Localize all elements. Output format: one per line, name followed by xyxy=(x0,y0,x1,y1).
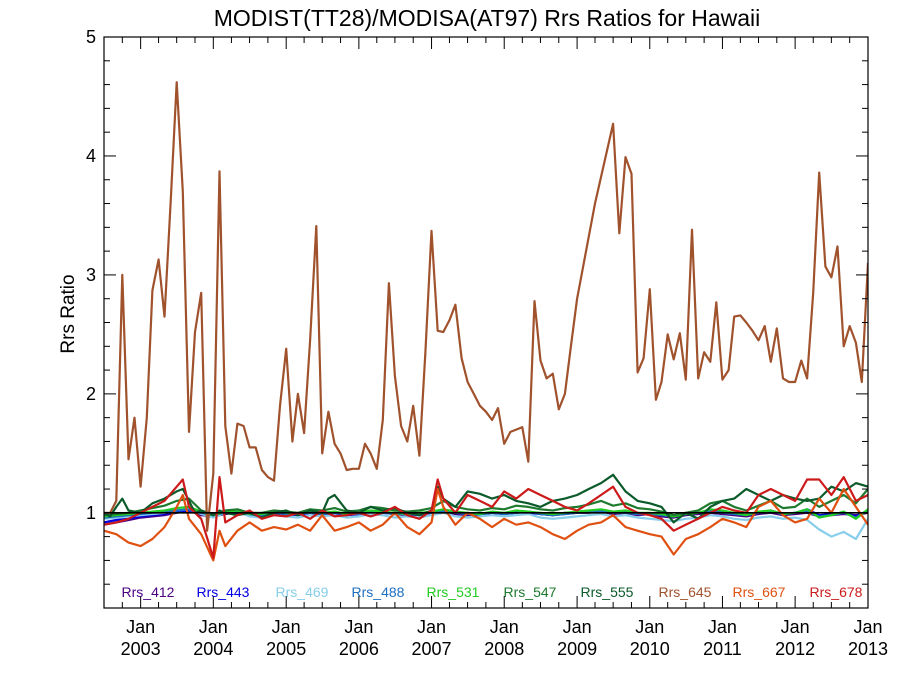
legend-entry-rrs-412: Rrs_412 xyxy=(122,584,175,600)
x-tick-label-year: 2013 xyxy=(848,639,888,659)
y-tick-label: 1 xyxy=(86,503,96,523)
axes: 12345Jan2003Jan2004Jan2005Jan2006Jan2007… xyxy=(86,27,888,659)
series-line-rrs-547 xyxy=(104,488,868,517)
legend: Rrs_412 Rrs_443 Rrs_469 Rrs_488 Rrs_531 Rrs_5… xyxy=(122,584,863,600)
legend-entry-rrs-555: Rrs_555 xyxy=(581,584,634,600)
y-tick-label: 4 xyxy=(86,146,96,166)
chart-title: MODIST(TT28)/MODISA(AT97) Rrs Ratios for… xyxy=(214,5,761,31)
x-tick-label-month: Jan xyxy=(126,617,155,637)
x-tick-label-year: 2010 xyxy=(630,639,670,659)
x-tick-label-month: Jan xyxy=(272,617,301,637)
legend-entry-rrs-469: Rrs_469 xyxy=(276,584,329,600)
x-tick-label-year: 2005 xyxy=(266,639,306,659)
y-tick-label: 5 xyxy=(86,27,96,47)
y-axis-label: Rrs Ratio xyxy=(58,274,79,353)
legend-entry-rrs-531: Rrs_531 xyxy=(427,584,480,600)
x-tick-label-month: Jan xyxy=(635,617,664,637)
x-tick-label-month: Jan xyxy=(563,617,592,637)
legend-entry-rrs-443: Rrs_443 xyxy=(197,584,250,600)
y-tick-label: 2 xyxy=(86,384,96,404)
x-tick-label-year: 2004 xyxy=(193,639,233,659)
x-tick-label-month: Jan xyxy=(199,617,228,637)
x-tick-label-month: Jan xyxy=(708,617,737,637)
legend-entry-rrs-678: Rrs_678 xyxy=(810,584,863,600)
x-tick-label-month: Jan xyxy=(853,617,882,637)
x-tick-label-month: Jan xyxy=(490,617,519,637)
x-tick-label-year: 2003 xyxy=(121,639,161,659)
legend-entry-rrs-667: Rrs_667 xyxy=(733,584,786,600)
x-tick-label-year: 2007 xyxy=(412,639,452,659)
y-tick-label: 3 xyxy=(86,265,96,285)
legend-entry-rrs-547: Rrs_547 xyxy=(504,584,557,600)
series-line-rrs-645 xyxy=(104,81,868,532)
x-tick-label-year: 2008 xyxy=(484,639,524,659)
legend-entry-rrs-645: Rrs_645 xyxy=(659,584,712,600)
x-tick-label-year: 2012 xyxy=(775,639,815,659)
x-tick-label-month: Jan xyxy=(417,617,446,637)
x-tick-label-year: 2006 xyxy=(339,639,379,659)
x-tick-label-year: 2011 xyxy=(703,639,742,659)
x-tick-label-year: 2009 xyxy=(557,639,597,659)
x-tick-label-month: Jan xyxy=(344,617,373,637)
series-line-rrs-678 xyxy=(104,476,868,560)
legend-entry-rrs-488: Rrs_488 xyxy=(352,584,405,600)
x-tick-label-month: Jan xyxy=(781,617,810,637)
plot-area xyxy=(104,81,868,562)
